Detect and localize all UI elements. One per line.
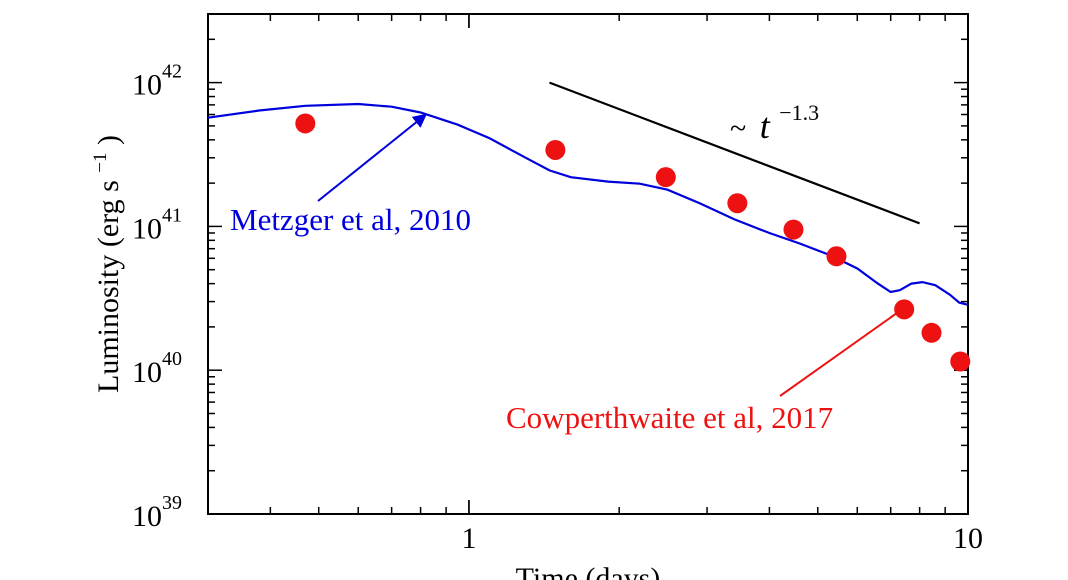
data-point: [921, 322, 942, 343]
x-tick-label: 1: [461, 522, 476, 555]
y-tick-base: 10: [132, 356, 162, 389]
cowperthwaite-arrow: [779, 303, 910, 397]
data-point: [295, 113, 316, 134]
y-tick-label: 1039: [132, 492, 182, 533]
power-law-label: ~ t −1.3: [730, 100, 819, 146]
x-ticks: 1 10: [207, 14, 983, 555]
power-law-reference-line: [549, 81, 921, 225]
y-axis-title-close: ): [92, 135, 125, 145]
y-tick-exponent: 39: [162, 492, 182, 514]
data-point: [826, 246, 847, 267]
data-point: [894, 299, 915, 320]
y-tick-exponent: 41: [162, 204, 182, 226]
x-tick-label: 10: [953, 522, 983, 555]
power-law-exponent: −1.3: [779, 100, 819, 125]
y-axis-title-text: Luminosity (erg s: [92, 180, 125, 393]
y-tick-base: 10: [132, 69, 162, 102]
y-tick-label: 1041: [132, 204, 182, 245]
y-tick-exponent: 42: [162, 61, 182, 83]
cowperthwaite-annotation: Cowperthwaite et al, 2017: [506, 400, 833, 435]
metzger-model-line: [207, 102, 969, 306]
data-point: [655, 167, 676, 188]
data-point: [727, 193, 748, 214]
data-point: [783, 219, 804, 240]
power-law-prefix: ~: [730, 112, 746, 145]
y-tick-base: 10: [132, 212, 162, 245]
y-tick-label: 1040: [132, 348, 182, 389]
x-axis-title: Time (days): [516, 562, 661, 580]
y-tick-base: 10: [132, 500, 162, 533]
data-point: [545, 139, 566, 160]
metzger-annotation: Metzger et al, 2010: [230, 202, 471, 237]
plot-frame: [207, 13, 969, 515]
y-tick-label: 1042: [132, 61, 182, 102]
y-axis-title: Luminosity (erg s −1 ): [80, 135, 125, 393]
y-axis-title-exponent: −1: [90, 153, 111, 173]
power-law-variable: t: [760, 106, 771, 146]
metzger-arrow: [317, 113, 428, 202]
data-point: [950, 351, 971, 372]
y-tick-exponent: 40: [162, 348, 182, 370]
